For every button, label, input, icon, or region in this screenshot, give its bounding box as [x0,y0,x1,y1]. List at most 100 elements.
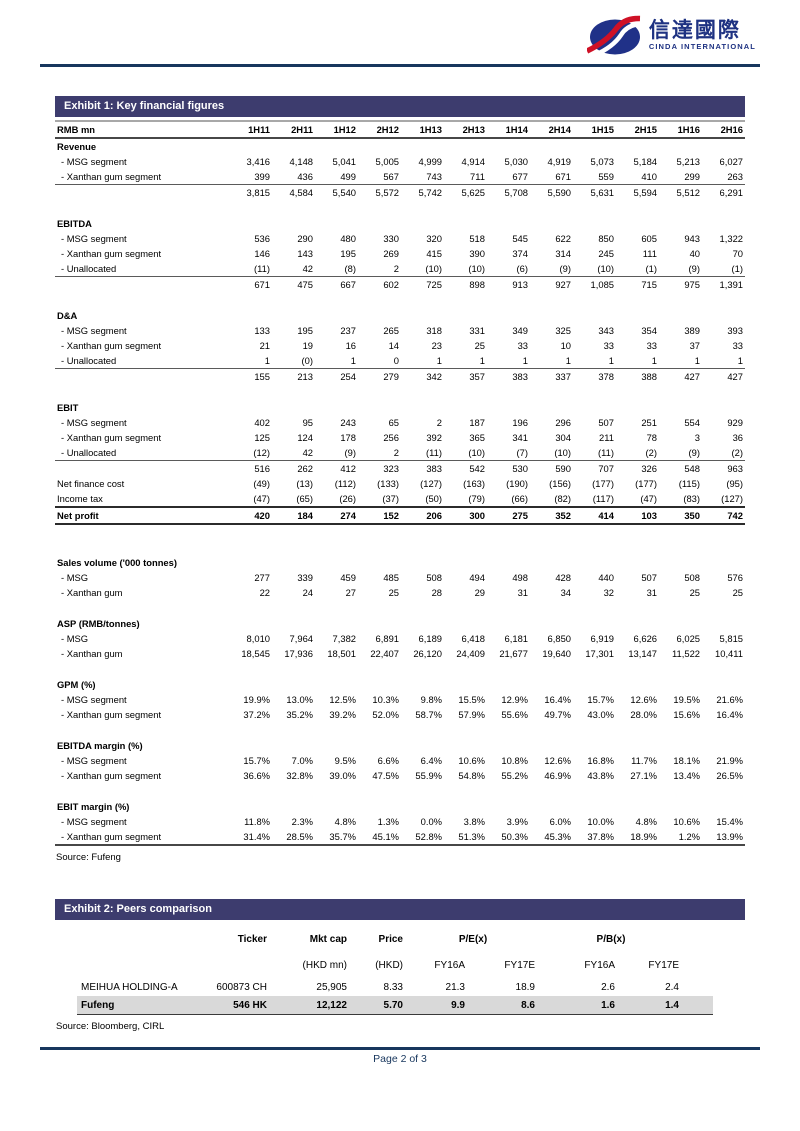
value-cell: 1.3% [377,816,399,827]
value-cell: 3.8% [463,816,485,827]
filler-cell [683,953,713,978]
value-cell: 22,407 [370,648,399,659]
value-cell: 27.1% [630,770,657,781]
value-cell: 25 [388,587,399,598]
value-cell: 671 [555,171,571,182]
exhibit-1: Exhibit 1: Key financial figures RMB mn 1… [55,96,745,863]
value-cell [358,616,401,631]
value-cell: 349 [512,325,528,336]
row-label: - Xanthan gum segment [61,171,162,182]
value-cell: 1 [737,355,743,366]
row-label [55,368,229,384]
value-cell: 320 [426,233,442,244]
value-cell: 475 [272,276,315,292]
value-cell [487,555,530,570]
value-cell: 383 [401,460,444,476]
value-cell: 265 [383,325,399,336]
value-cell: 330 [383,233,399,244]
value-cell [444,616,487,631]
peers-header-row: Ticker Mkt cap Price P/E(x) P/B(x) [77,926,713,953]
value-cell: 133 [254,325,270,336]
value-cell: 263 [727,171,743,182]
value-cell: 4,914 [461,156,485,167]
value-cell [401,799,444,814]
value-cell: 36 [732,432,743,443]
cinda-logo: 信達國際 CINDA INTERNATIONAL [586,14,756,58]
value-cell: 576 [727,572,743,583]
table-row: - Xanthan gum segment 31.4% 28.5% 35.7% 45.1… [55,829,745,846]
value-cell: 354 [641,325,657,336]
mktcap-header: Mkt cap [309,934,347,945]
spacer-row [55,200,745,216]
value-cell: (9) [559,263,571,274]
value-cell [272,555,315,570]
value-cell: 34 [560,587,571,598]
value-cell: (37) [382,493,399,504]
pb-group-header: P/B(x) [596,934,626,945]
value-cell [659,138,702,154]
value-cell: 5,594 [616,184,659,200]
value-cell: 725 [401,276,444,292]
value-cell: 6.6% [377,755,399,766]
row-label: Net profit [55,506,229,525]
value-cell: 341 [512,432,528,443]
value-cell [401,555,444,570]
value-cell: 518 [469,233,485,244]
value-cell: 6.0% [549,816,571,827]
value-cell: 323 [358,460,401,476]
value-cell: (47) [640,493,657,504]
value-cell: 10,411 [715,648,743,659]
value-cell [229,677,272,692]
period-header: 2H15 [616,120,659,139]
spacer-row [55,600,745,616]
value-cell: (163) [463,478,485,489]
pe-group-header: P/E(x) [458,934,488,945]
value-cell: (127) [721,493,743,504]
value-cell: 0.0% [420,816,442,827]
value-cell: 5.70 [351,996,407,1015]
value-cell: 1 [436,355,442,366]
exhibit2-source: Source: Bloomberg, CIRL [56,1021,165,1032]
value-cell: (7) [516,447,528,458]
report-header: 信達國際 CINDA INTERNATIONAL [0,0,800,66]
value-cell: 32 [603,587,614,598]
row-label: ASP (RMB/tonnes) [57,618,140,629]
value-cell [229,738,272,753]
value-cell: 5,073 [590,156,614,167]
row-label: - MSG segment [61,694,127,705]
value-cell: (112) [334,478,356,489]
value-cell: 975 [659,276,702,292]
value-cell: 15.6% [673,709,700,720]
value-cell: (10) [468,447,485,458]
table-row: Revenue [55,138,745,154]
value-cell: 256 [383,432,399,443]
value-cell: 410 [641,171,657,182]
value-cell [401,400,444,415]
value-cell: 5,625 [444,184,487,200]
value-cell [315,738,358,753]
value-cell: 711 [470,171,485,182]
value-cell: 6,291 [702,184,745,200]
value-cell: (9) [688,263,700,274]
value-cell: (47) [253,493,270,504]
value-cell: 667 [315,276,358,292]
value-cell: 536 [254,233,270,244]
value-cell: (1) [645,263,657,274]
value-cell: 12.6% [544,755,571,766]
filler-cell [683,996,713,1015]
value-cell: 277 [254,572,270,583]
value-cell: 19.5% [673,694,700,705]
value-cell: 516 [229,460,272,476]
value-cell: (9) [344,447,356,458]
logo-english-text: CINDA INTERNATIONAL [648,42,756,51]
value-cell: 103 [616,506,659,525]
value-cell: (26) [339,493,356,504]
value-cell: 65 [388,417,399,428]
value-cell: 5,590 [530,184,573,200]
value-cell [530,308,573,323]
value-cell [659,555,702,570]
value-cell: 78 [646,432,657,443]
value-cell: 507 [598,417,614,428]
value-cell: 6,189 [418,633,442,644]
value-cell [315,799,358,814]
